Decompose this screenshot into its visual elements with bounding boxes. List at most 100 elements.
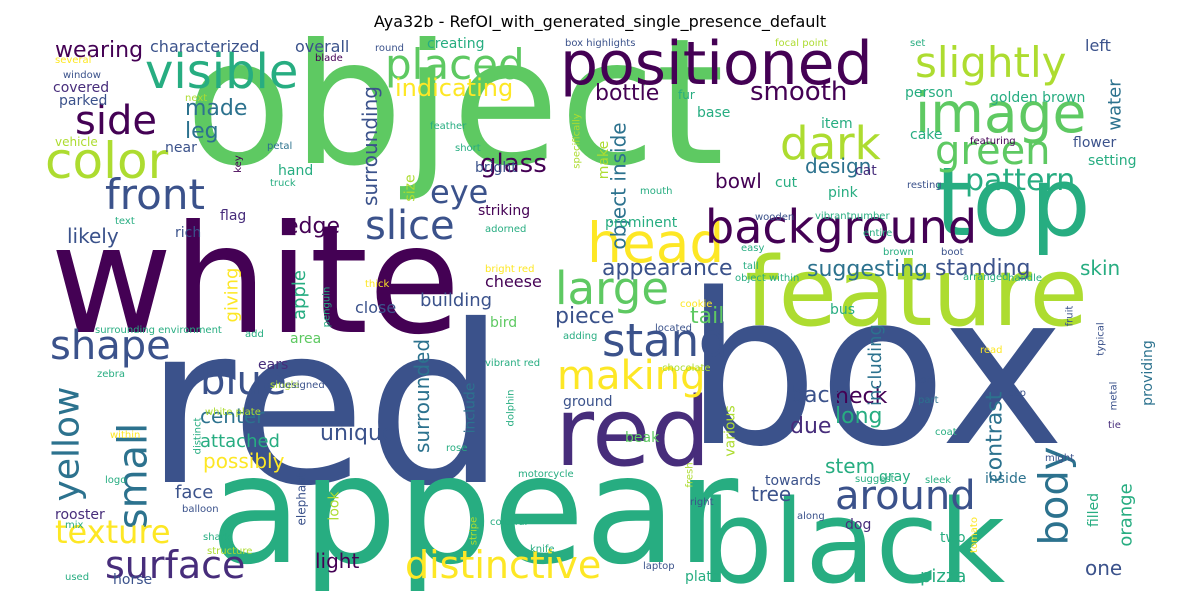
word-pattern: pattern — [965, 163, 1076, 198]
word-box-highlights: box highlights — [565, 38, 636, 49]
word-back: back — [790, 383, 843, 408]
word-horse: horse — [113, 572, 153, 588]
word-specifically: specifically — [571, 113, 583, 169]
word-wearing: wearing — [55, 38, 144, 63]
word-logo: logo — [105, 475, 127, 486]
word-motorcycle: motorcycle — [518, 469, 574, 480]
word-distinct: distinct — [192, 417, 204, 455]
word-positioned: positioned — [560, 36, 873, 99]
word-area: area — [290, 331, 322, 347]
word-round: round — [375, 43, 405, 54]
word-image: image — [915, 81, 1087, 145]
word-two: two — [940, 530, 966, 546]
word-include: include — [462, 382, 479, 434]
word-base: base — [697, 105, 731, 121]
word-front: front — [105, 170, 205, 219]
word-vehicle: vehicle — [55, 135, 98, 149]
word-person: person — [905, 85, 953, 101]
word-suggest: suggest — [855, 474, 895, 485]
word-parked: parked — [59, 93, 108, 109]
word-knife: knife — [530, 544, 555, 555]
word-white-plate: white plate — [205, 407, 261, 418]
word-might: might — [1045, 453, 1075, 464]
word-dark: dark — [780, 117, 881, 170]
word-entire: entire — [863, 228, 893, 239]
word-bright: bright — [475, 160, 517, 176]
word-set: set — [910, 38, 926, 49]
word-resting: resting — [907, 180, 942, 191]
word-fruit: fruit — [1064, 305, 1076, 327]
word-stripe: stripe — [468, 516, 480, 546]
word-design: design — [805, 154, 872, 178]
word-featuring: featuring — [970, 136, 1016, 147]
word-surrounded: surrounded — [410, 338, 435, 454]
word-near: near — [165, 140, 197, 156]
word-slightly: slightly — [915, 38, 1067, 87]
word-building: building — [420, 290, 493, 311]
word-striking: striking — [478, 203, 531, 219]
word-petal: petal — [267, 141, 293, 152]
word-covered: covered — [53, 80, 110, 96]
word-visible: visible — [145, 44, 299, 100]
word-sleek: sleek — [925, 475, 952, 486]
word-red2: red — [555, 378, 711, 488]
word-feather: feather — [430, 121, 467, 132]
word-black: black — [700, 476, 1006, 592]
word-make: make — [596, 140, 613, 180]
word-large: large — [555, 262, 670, 315]
word-background: background — [705, 200, 978, 254]
word-designed: designed — [279, 380, 325, 391]
word-short: short — [455, 143, 481, 154]
word-size: size — [402, 174, 419, 202]
word-brown: brown — [883, 247, 914, 258]
word-pizza: pizza — [920, 566, 967, 587]
word-surrounding-environment: surrounding environment — [95, 325, 222, 336]
word-beak: beak — [625, 430, 660, 446]
word-long: long — [835, 404, 883, 429]
word-prominent: prominent — [605, 215, 678, 231]
word-cat: cat — [855, 163, 877, 179]
word-right: right — [690, 497, 714, 508]
word-placed: placed — [385, 40, 525, 89]
word-green: green — [935, 128, 1051, 174]
word-shark: shark — [203, 532, 231, 543]
word-overall: overall — [295, 37, 350, 56]
word-item: item — [821, 116, 853, 132]
word-ears: ears — [258, 357, 289, 373]
word-coat: coat — [935, 427, 957, 438]
word-metal: metal — [1108, 381, 1120, 411]
word-tall: tall — [743, 261, 759, 272]
word-gray: gray — [879, 469, 911, 485]
word-vibrant-red: vibrant red — [485, 358, 541, 369]
word-towards: towards — [765, 473, 821, 489]
word-characterized: characterized — [150, 37, 260, 56]
word-top: top — [935, 148, 1091, 258]
word-thick: thick — [365, 279, 390, 290]
word-appearance: appearance — [602, 256, 733, 281]
word-plate: plate — [685, 569, 721, 585]
word-structure: structure — [207, 546, 253, 557]
word-close: close — [355, 298, 397, 317]
word-key: key — [232, 155, 244, 173]
word-texture: texture — [55, 513, 171, 551]
word-feature: feature — [745, 238, 1088, 348]
word-setting: setting — [1088, 153, 1137, 169]
word-likely: likely — [67, 224, 119, 248]
word-inside: inside — [985, 471, 1027, 487]
word-penguin: penguin — [321, 286, 333, 328]
word-dolphin: dolphin — [505, 389, 517, 427]
word-along: along — [797, 511, 825, 522]
word-slice: slice — [365, 203, 455, 249]
word-possibly: possibly — [203, 449, 285, 473]
word-made: made — [185, 96, 248, 121]
word-rose: rose — [446, 443, 468, 454]
word-providing: providing — [1139, 340, 1155, 406]
word-hand: hand — [278, 163, 314, 179]
word-shape: shape — [50, 323, 171, 369]
word-ground: ground — [563, 394, 613, 410]
word-object: object — [185, 36, 725, 205]
word-rooster: rooster — [55, 507, 105, 523]
word-surrounding: surrounding — [357, 86, 382, 206]
figure-title: Aya32b - RefOI_with_generated_single_pre… — [373, 12, 827, 31]
word-soft: soft — [915, 375, 934, 386]
